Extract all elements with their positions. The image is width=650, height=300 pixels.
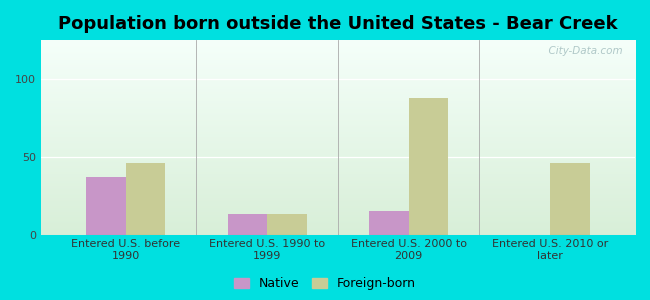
- Bar: [369, 211, 409, 235]
- Bar: [86, 177, 125, 235]
- Title: Population born outside the United States - Bear Creek: Population born outside the United State…: [58, 15, 618, 33]
- Bar: [550, 163, 590, 235]
- Bar: [267, 214, 307, 235]
- Bar: [227, 214, 267, 235]
- Legend: Native, Foreign-born: Native, Foreign-born: [230, 273, 420, 294]
- Bar: [125, 163, 165, 235]
- Bar: [409, 98, 448, 235]
- Text: City-Data.com: City-Data.com: [543, 46, 623, 56]
